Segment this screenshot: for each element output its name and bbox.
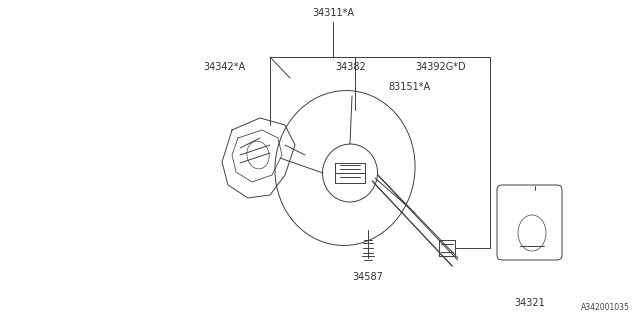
Text: 34382: 34382 <box>335 62 365 72</box>
Text: 34311*A: 34311*A <box>312 8 354 18</box>
Text: 34587: 34587 <box>353 272 383 282</box>
Text: 34342*A: 34342*A <box>203 62 245 72</box>
Text: 34392G*D: 34392G*D <box>415 62 466 72</box>
Text: 34321: 34321 <box>515 298 545 308</box>
Text: A342001035: A342001035 <box>581 303 630 312</box>
Text: 83151*A: 83151*A <box>388 82 430 92</box>
